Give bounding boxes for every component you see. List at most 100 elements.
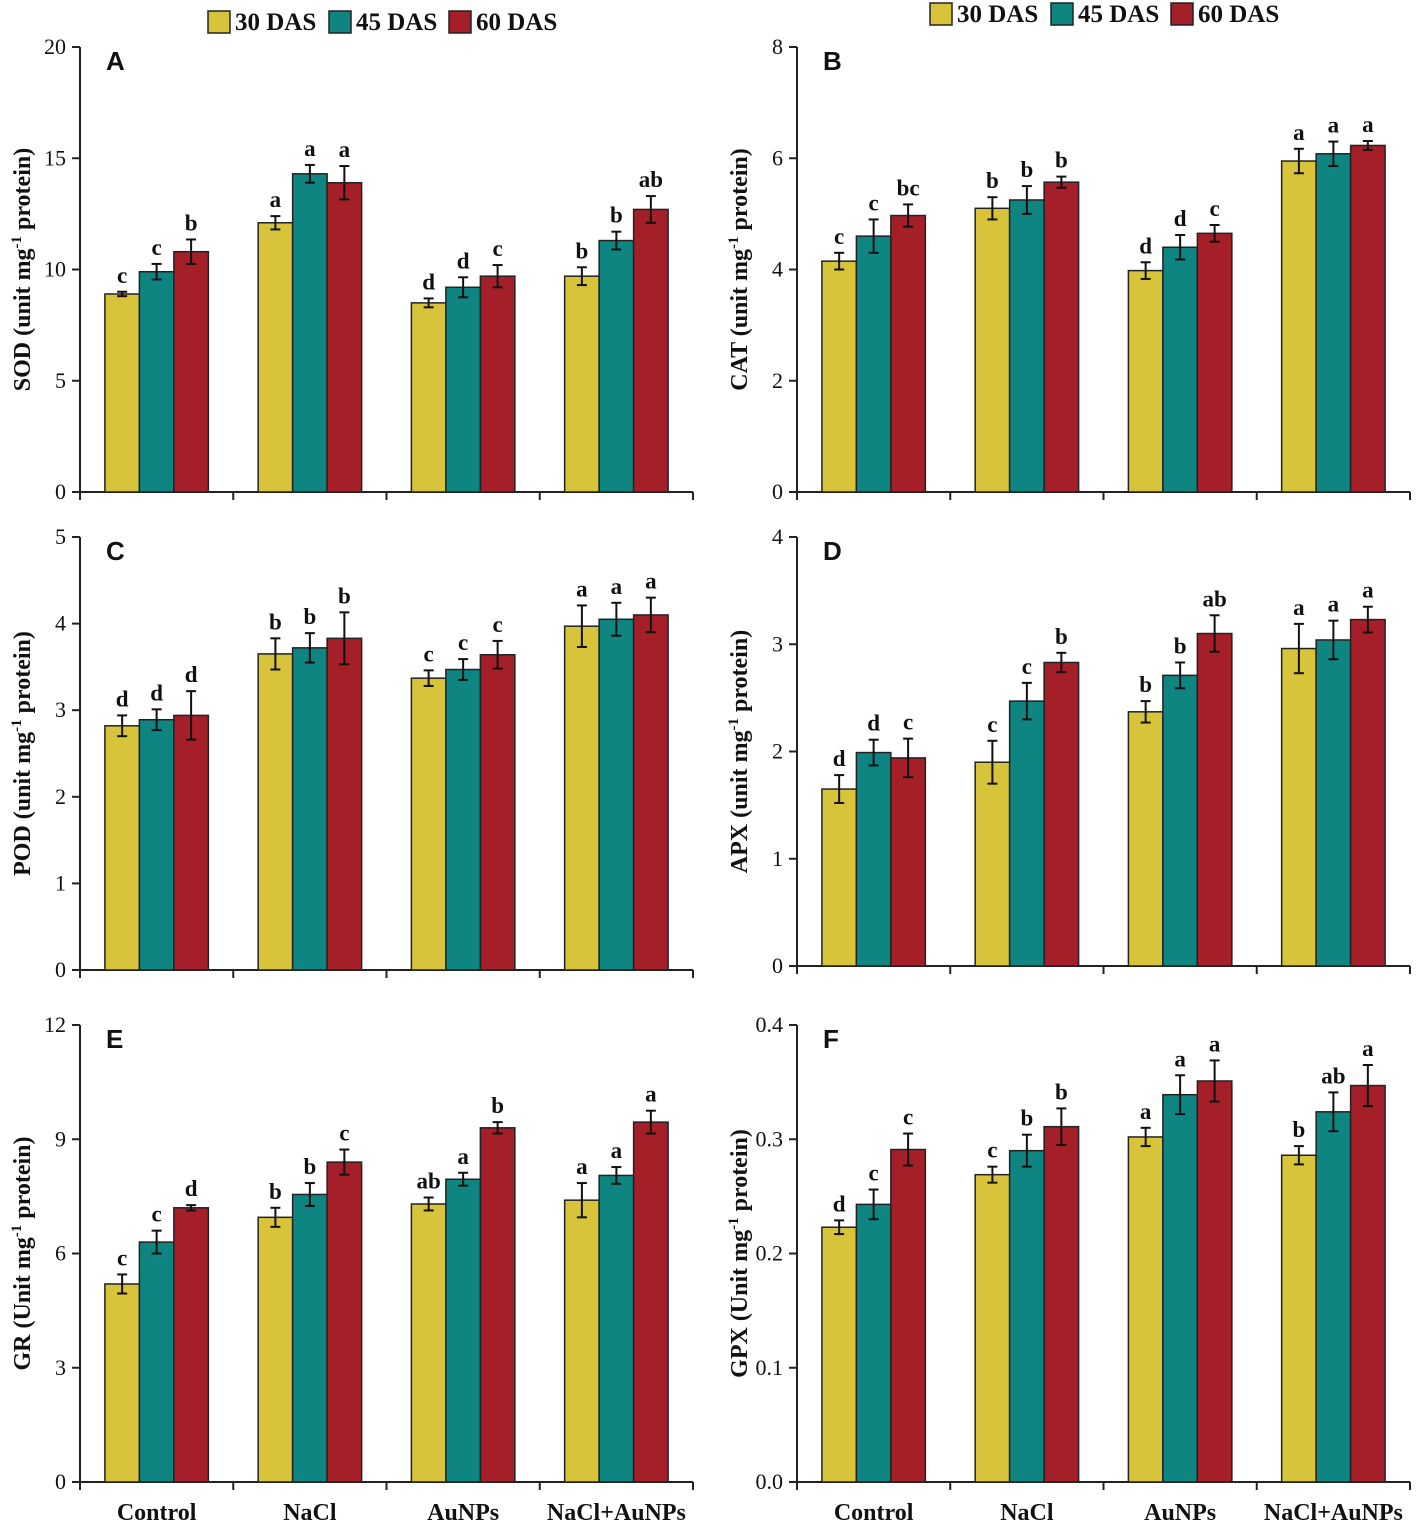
bar-60-das xyxy=(173,250,210,493)
bar-45-das xyxy=(1315,153,1352,493)
significance-label: b xyxy=(338,583,351,608)
y-tick-label: 8 xyxy=(772,34,783,59)
significance-label: a xyxy=(1328,592,1340,617)
legend-swatch xyxy=(1170,2,1194,26)
significance-label: d xyxy=(833,1191,846,1216)
bar-45-das xyxy=(855,235,892,493)
y-tick-label: 5 xyxy=(55,368,66,393)
y-axis-label-part: protein) xyxy=(10,148,36,236)
significance-label: c xyxy=(987,712,997,737)
legend: 30 DAS 45 DAS 60 DAS xyxy=(207,9,557,36)
significance-label: a xyxy=(1140,1099,1152,1124)
bar-30-das xyxy=(563,1199,600,1483)
y-tick-label: 0 xyxy=(772,479,783,504)
y-axis-label-part: GPX (Unit mg xyxy=(727,1230,753,1378)
bar-45-das xyxy=(598,1174,635,1483)
y-tick-label: 0.3 xyxy=(756,1126,784,1151)
panel-letter: B xyxy=(823,46,842,76)
y-axis-label-superscript: -1 xyxy=(726,1217,742,1230)
x-category-label: AuNPs xyxy=(427,1500,499,1526)
x-category-label: NaCl+AuNPs xyxy=(547,1500,686,1526)
significance-label: a xyxy=(576,1154,588,1179)
significance-label: d xyxy=(1174,206,1187,231)
significance-label: c xyxy=(492,236,502,261)
bar-45-das xyxy=(291,647,328,971)
legend: 30 DAS 45 DAS 60 DAS xyxy=(929,1,1279,28)
bar-30-das xyxy=(1280,160,1317,493)
significance-label: d xyxy=(867,711,880,736)
y-tick-label: 0.4 xyxy=(756,1012,784,1037)
significance-label: d xyxy=(150,680,163,705)
significance-label: b xyxy=(1055,1079,1068,1104)
y-tick-label: 6 xyxy=(772,145,783,170)
bar-30-das xyxy=(1127,711,1164,967)
bar-30-das xyxy=(821,788,858,967)
y-axis-label: GPX (Unit mg-1 protein) xyxy=(726,1129,753,1378)
significance-label: c xyxy=(1209,196,1219,221)
bar-60-das xyxy=(326,637,363,971)
significance-label: b xyxy=(1055,624,1068,649)
significance-label: b xyxy=(303,604,316,629)
legend-swatch xyxy=(1050,2,1074,26)
bar-60-das xyxy=(632,1121,669,1483)
y-axis-label-part: protein) xyxy=(10,631,36,719)
legend-swatch xyxy=(448,10,472,34)
significance-label: d xyxy=(457,248,470,273)
significance-label: b xyxy=(986,168,999,193)
y-tick-label: 12 xyxy=(44,1012,66,1037)
bar-30-das xyxy=(1127,1136,1164,1483)
significance-label: a xyxy=(457,1144,469,1169)
significance-label: ab xyxy=(416,1169,440,1194)
significance-label: c xyxy=(903,710,913,735)
bar-30-das xyxy=(410,1203,447,1483)
y-tick-label: 2 xyxy=(55,784,66,809)
bar-45-das xyxy=(445,286,482,493)
bar-60-das xyxy=(173,714,210,971)
y-tick-label: 0 xyxy=(55,1469,66,1494)
x-category-label: Control xyxy=(117,1500,197,1526)
y-tick-label: 5 xyxy=(55,524,66,549)
significance-label: a xyxy=(1209,1031,1221,1056)
significance-label: d xyxy=(833,746,846,771)
bar-60-das xyxy=(1043,1125,1080,1483)
bar-45-das xyxy=(1315,639,1352,967)
y-tick-label: 0.2 xyxy=(756,1241,784,1266)
y-axis-label-part: POD (unit mg xyxy=(10,732,36,876)
y-tick-label: 2 xyxy=(772,368,783,393)
bar-60-das xyxy=(1349,618,1386,967)
y-axis-label-part: GR (Unit mg xyxy=(10,1237,36,1370)
legend-label: 60 DAS xyxy=(1198,1,1279,28)
y-tick-label: 4 xyxy=(772,524,783,549)
y-axis-label: APX (unit mg-1 protein) xyxy=(726,630,753,873)
bar-60-das xyxy=(1349,1084,1386,1483)
bar-60-das xyxy=(1196,1080,1233,1483)
bar-30-das xyxy=(1280,647,1317,967)
significance-label: b xyxy=(575,238,588,263)
y-tick-label: 0.1 xyxy=(756,1355,784,1380)
significance-label: b xyxy=(1020,1106,1033,1131)
bar-45-das xyxy=(1162,674,1199,967)
significance-label: a xyxy=(1362,112,1374,137)
significance-label: a xyxy=(1293,120,1305,145)
significance-label: b xyxy=(491,1093,504,1118)
bar-45-das xyxy=(855,1203,892,1483)
significance-label: c xyxy=(458,630,468,655)
significance-label: d xyxy=(1139,233,1152,258)
bar-45-das xyxy=(138,1241,175,1483)
bar-45-das xyxy=(445,668,482,971)
bar-30-das xyxy=(104,1283,141,1483)
significance-label: d xyxy=(185,1176,198,1201)
significance-label: b xyxy=(1292,1117,1305,1142)
bar-60-das xyxy=(890,214,927,493)
x-category-label: NaCl xyxy=(283,1500,337,1526)
significance-label: c xyxy=(987,1138,997,1163)
bar-45-das xyxy=(1008,1149,1045,1483)
bar-60-das xyxy=(479,275,516,493)
significance-label: bc xyxy=(897,175,920,200)
y-tick-label: 1 xyxy=(772,846,783,871)
significance-label: b xyxy=(1020,157,1033,182)
bar-45-das xyxy=(598,618,635,971)
y-axis-label: GR (Unit mg-1 protein) xyxy=(9,1136,36,1370)
